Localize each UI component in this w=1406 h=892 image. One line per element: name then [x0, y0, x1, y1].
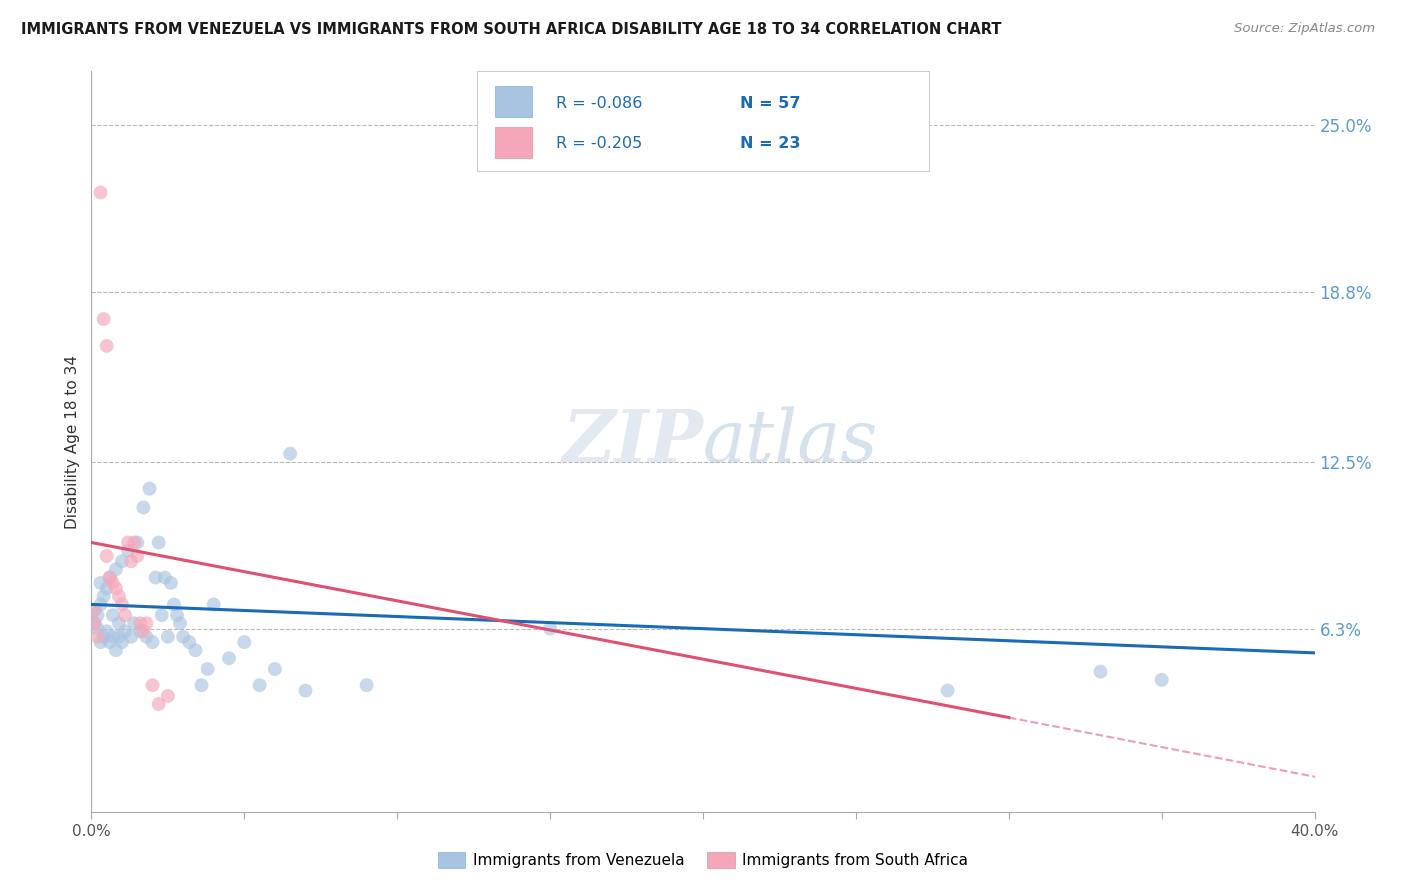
Point	[90, 598, 112, 612]
Point	[101, 630, 124, 644]
Text: atlas: atlas	[703, 406, 879, 477]
Point	[127, 535, 149, 549]
Text: ZIP: ZIP	[562, 406, 703, 477]
Point	[249, 678, 271, 692]
Point	[98, 635, 121, 649]
Point	[96, 624, 118, 639]
Point	[264, 662, 287, 676]
Point	[141, 678, 163, 692]
Point	[153, 570, 176, 584]
Point	[90, 635, 112, 649]
Text: R = -0.086: R = -0.086	[557, 95, 643, 111]
Point	[83, 616, 105, 631]
Legend: Immigrants from Venezuela, Immigrants from South Africa: Immigrants from Venezuela, Immigrants fr…	[432, 847, 974, 874]
FancyBboxPatch shape	[495, 127, 531, 158]
Point	[93, 630, 115, 644]
Point	[936, 683, 959, 698]
Point	[294, 683, 316, 698]
Point	[90, 575, 112, 590]
Point	[218, 651, 240, 665]
Point	[86, 622, 108, 636]
Point	[148, 535, 170, 549]
Point	[1090, 665, 1112, 679]
Point	[202, 598, 225, 612]
Point	[120, 630, 142, 644]
Point	[101, 608, 124, 623]
Point	[129, 616, 152, 631]
Point	[111, 554, 134, 568]
Point	[135, 630, 157, 644]
Point	[117, 543, 139, 558]
Point	[156, 630, 179, 644]
Point	[184, 643, 207, 657]
Point	[96, 339, 118, 353]
Point	[96, 549, 118, 563]
Point	[179, 635, 201, 649]
Point	[150, 608, 173, 623]
Point	[166, 608, 188, 623]
Point	[104, 581, 127, 595]
Point	[86, 630, 108, 644]
Point	[104, 643, 127, 657]
Point	[356, 678, 378, 692]
Point	[138, 482, 160, 496]
Point	[278, 447, 301, 461]
Point	[86, 608, 108, 623]
Point	[108, 616, 131, 631]
Text: N = 23: N = 23	[740, 136, 800, 152]
Point	[122, 616, 145, 631]
Text: N = 57: N = 57	[740, 95, 800, 111]
Point	[163, 598, 186, 612]
Point	[148, 697, 170, 711]
Point	[127, 549, 149, 563]
Point	[120, 554, 142, 568]
Point	[83, 603, 105, 617]
Point	[101, 575, 124, 590]
Point	[93, 312, 115, 326]
Point	[98, 570, 121, 584]
Point	[108, 630, 131, 644]
Point	[190, 678, 212, 692]
Text: IMMIGRANTS FROM VENEZUELA VS IMMIGRANTS FROM SOUTH AFRICA DISABILITY AGE 18 TO 3: IMMIGRANTS FROM VENEZUELA VS IMMIGRANTS …	[21, 22, 1001, 37]
Point	[83, 603, 105, 617]
Point	[114, 624, 136, 639]
Point	[135, 616, 157, 631]
Point	[111, 598, 134, 612]
Point	[132, 624, 155, 639]
Text: Source: ZipAtlas.com: Source: ZipAtlas.com	[1234, 22, 1375, 36]
Point	[96, 581, 118, 595]
Point	[108, 590, 131, 604]
Text: R = -0.205: R = -0.205	[557, 136, 643, 152]
Point	[172, 630, 194, 644]
Point	[1150, 673, 1173, 687]
Point	[156, 689, 179, 703]
Point	[160, 575, 183, 590]
Point	[90, 186, 112, 200]
Point	[129, 624, 152, 639]
Point	[197, 662, 219, 676]
Y-axis label: Disability Age 18 to 34: Disability Age 18 to 34	[65, 354, 80, 529]
Point	[538, 622, 561, 636]
Point	[132, 500, 155, 515]
Point	[145, 570, 167, 584]
Point	[93, 590, 115, 604]
Point	[114, 608, 136, 623]
FancyBboxPatch shape	[477, 71, 929, 171]
Point	[104, 562, 127, 576]
Point	[83, 616, 105, 631]
Point	[111, 635, 134, 649]
Point	[98, 570, 121, 584]
Point	[233, 635, 256, 649]
Point	[122, 535, 145, 549]
FancyBboxPatch shape	[495, 87, 531, 117]
Point	[117, 535, 139, 549]
Point	[169, 616, 191, 631]
Point	[141, 635, 163, 649]
